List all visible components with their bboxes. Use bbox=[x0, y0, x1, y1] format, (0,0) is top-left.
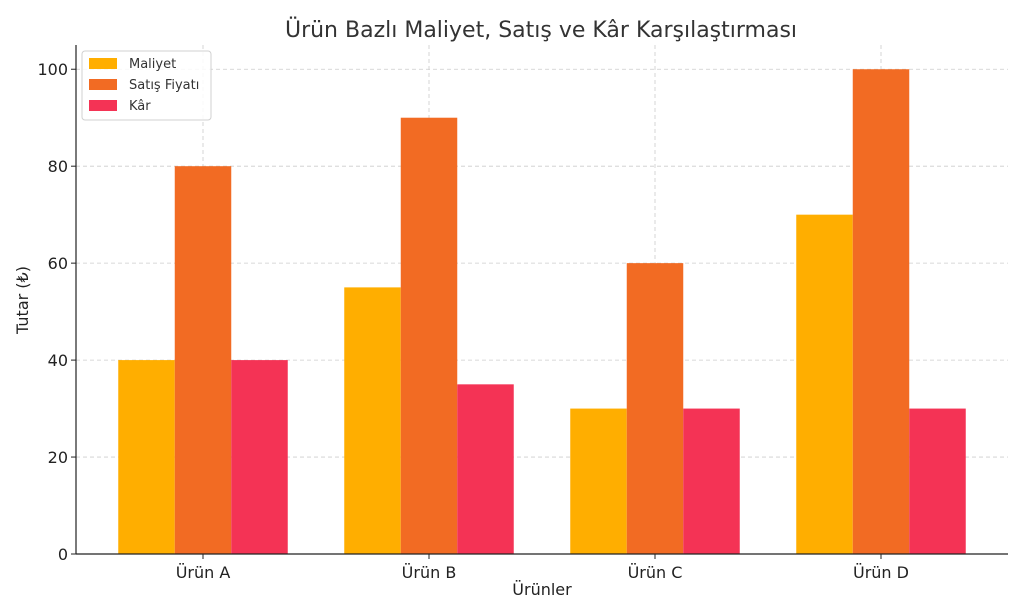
bar bbox=[457, 384, 514, 554]
y-tick-label: 0 bbox=[58, 545, 68, 564]
legend: Maliyet Satış Fiyatı Kâr bbox=[81, 50, 212, 121]
chart-title: Ürün Bazlı Maliyet, Satış ve Kâr Karşıla… bbox=[285, 17, 797, 43]
y-axis-label: Tutar (₺) bbox=[13, 266, 32, 335]
legend-label: Kâr bbox=[129, 99, 151, 114]
bar bbox=[231, 360, 288, 554]
y-tick-label: 20 bbox=[48, 448, 68, 467]
bar bbox=[344, 287, 401, 554]
y-tick-label: 40 bbox=[48, 351, 68, 370]
bar bbox=[683, 408, 740, 554]
ticks: 0 20 40 60 80 100 Ürün A Ürün B Ürün C Ürün D bbox=[37, 60, 909, 582]
legend-label: Satış Fiyatı bbox=[129, 78, 199, 93]
bars bbox=[118, 69, 966, 554]
bar bbox=[400, 117, 458, 554]
bar bbox=[118, 360, 175, 554]
bar bbox=[626, 263, 684, 554]
bar bbox=[570, 408, 627, 554]
legend-swatch bbox=[89, 100, 117, 111]
x-tick-label: Ürün A bbox=[176, 563, 231, 582]
bar bbox=[852, 69, 910, 554]
legend-label: Maliyet bbox=[129, 57, 176, 72]
axes bbox=[75, 45, 1008, 555]
x-tick-label: Ürün C bbox=[628, 563, 683, 582]
y-tick-label: 100 bbox=[37, 60, 68, 79]
y-tick-label: 80 bbox=[48, 157, 68, 176]
y-tick-label: 60 bbox=[48, 254, 68, 273]
bar bbox=[174, 166, 232, 554]
legend-swatch bbox=[89, 58, 117, 69]
x-axis-label: Ürünler bbox=[512, 580, 572, 599]
x-tick-label: Ürün D bbox=[853, 563, 909, 582]
x-tick-label: Ürün B bbox=[402, 563, 457, 582]
bar bbox=[796, 214, 853, 554]
bar bbox=[909, 408, 966, 554]
legend-swatch bbox=[89, 79, 117, 90]
